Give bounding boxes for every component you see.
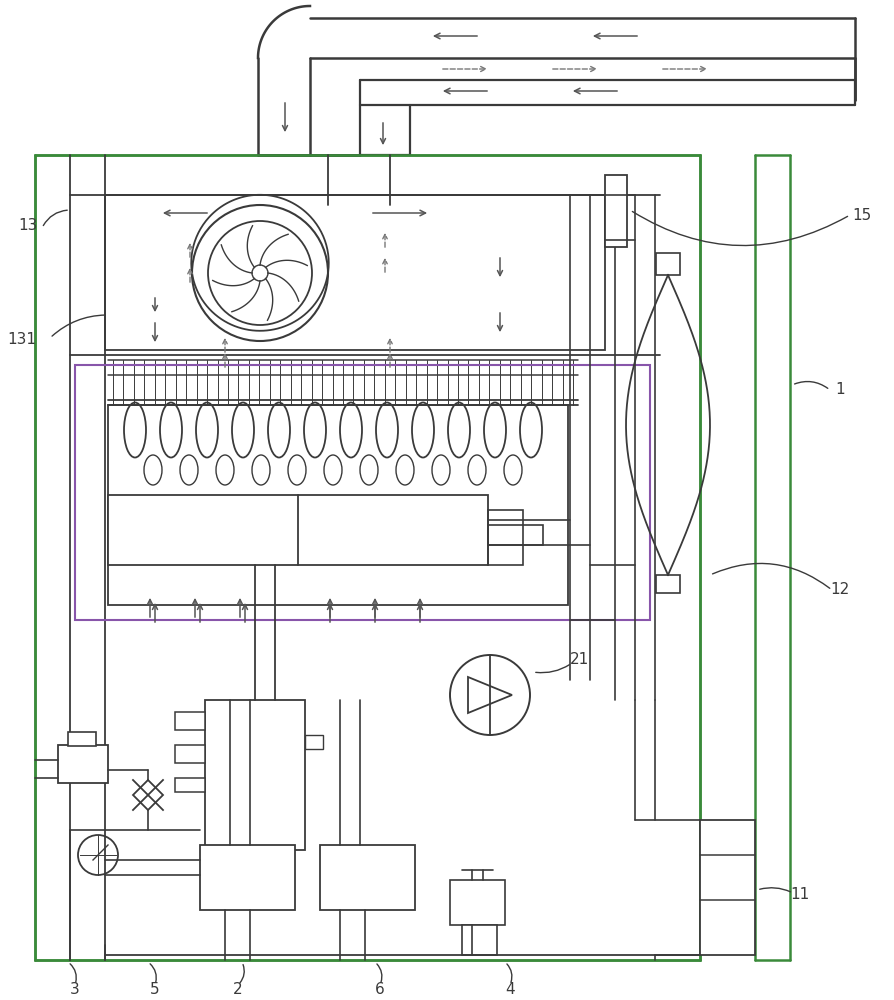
Bar bbox=[75, 365, 649, 620]
Text: 5: 5 bbox=[150, 982, 160, 997]
Bar bbox=[68, 732, 96, 746]
Bar bbox=[105, 195, 604, 350]
Text: 1: 1 bbox=[834, 382, 844, 397]
Bar bbox=[199, 845, 295, 910]
Bar bbox=[604, 175, 627, 247]
Bar bbox=[175, 712, 205, 730]
Bar bbox=[205, 700, 305, 850]
Text: 131: 131 bbox=[7, 332, 37, 348]
Bar bbox=[655, 253, 679, 275]
Circle shape bbox=[252, 265, 267, 281]
Text: 12: 12 bbox=[830, 582, 848, 597]
Text: 6: 6 bbox=[375, 982, 384, 997]
Text: 15: 15 bbox=[851, 208, 871, 223]
Bar bbox=[699, 820, 755, 955]
Bar bbox=[175, 745, 205, 763]
Bar bbox=[35, 155, 699, 960]
Bar bbox=[108, 495, 487, 565]
Bar bbox=[320, 845, 415, 910]
Text: 3: 3 bbox=[70, 982, 80, 997]
Text: 13: 13 bbox=[18, 218, 38, 232]
Text: 2: 2 bbox=[233, 982, 242, 997]
Bar bbox=[655, 575, 679, 593]
Bar bbox=[175, 778, 205, 792]
Text: 11: 11 bbox=[789, 887, 809, 902]
Bar bbox=[487, 510, 522, 565]
Bar bbox=[305, 735, 323, 749]
Bar bbox=[58, 745, 108, 783]
Text: 4: 4 bbox=[504, 982, 514, 997]
Bar bbox=[461, 925, 496, 955]
Bar bbox=[108, 405, 568, 605]
Text: 21: 21 bbox=[569, 652, 589, 668]
Bar bbox=[450, 880, 504, 925]
Bar bbox=[487, 525, 543, 545]
